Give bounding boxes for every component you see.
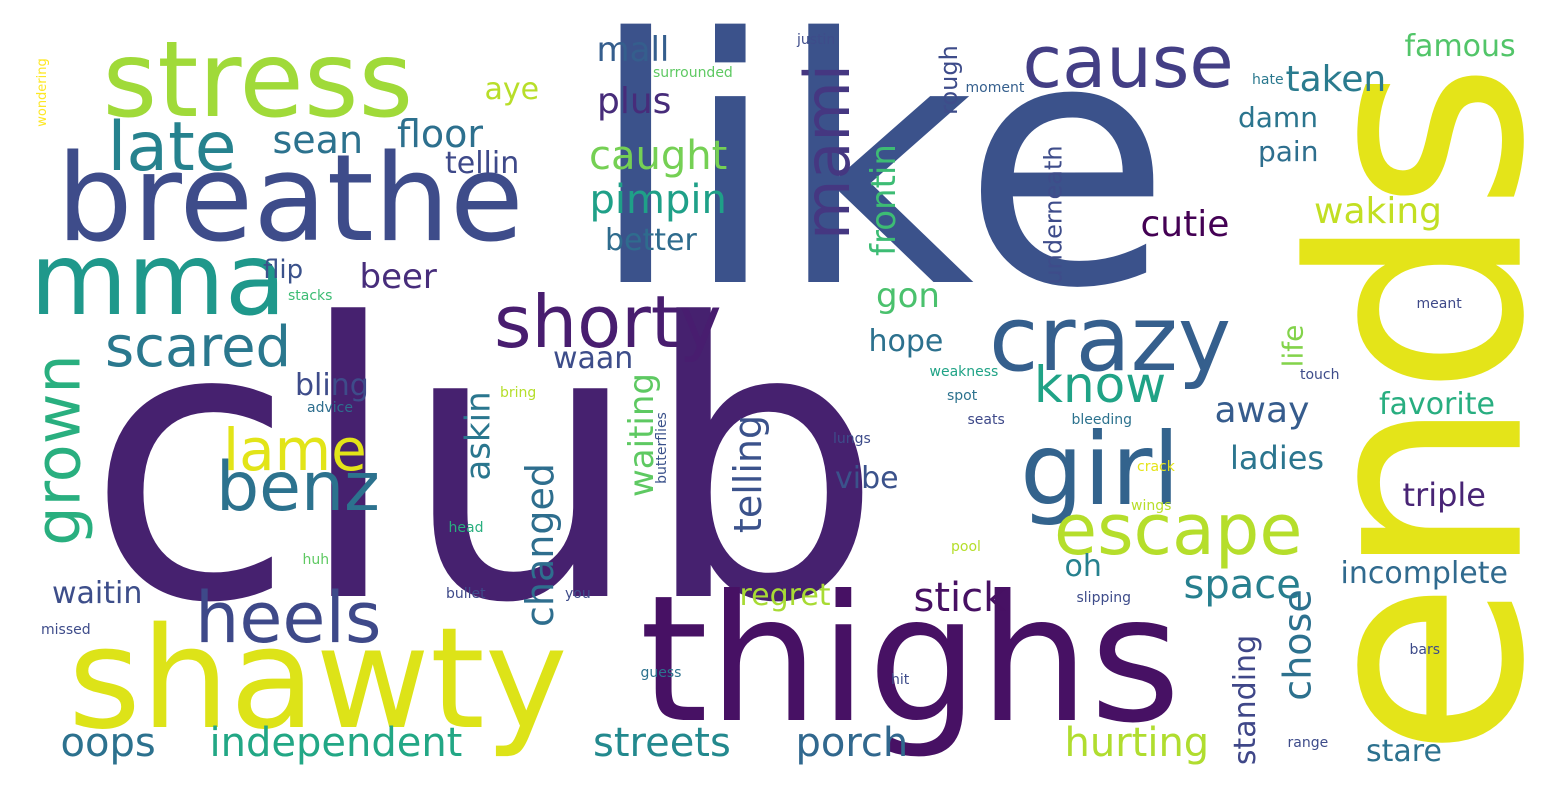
word-streets: streets: [593, 720, 731, 766]
word-lungs: lungs: [833, 431, 871, 447]
word-escape: escape: [1054, 489, 1303, 571]
word-better: better: [605, 223, 697, 258]
word-mall: mall: [596, 30, 670, 70]
word-stress: stress: [102, 18, 414, 141]
word-regret: regret: [739, 578, 831, 613]
word-cause: cause: [1022, 20, 1234, 104]
word-scared: scared: [105, 315, 292, 380]
word-taken: taken: [1285, 59, 1387, 100]
word-underneath: underneath: [1039, 145, 1068, 285]
word-famous: famous: [1404, 29, 1516, 64]
word-beer: beer: [359, 257, 437, 297]
word-mma: mma: [30, 221, 287, 338]
word-independent: independent: [209, 720, 463, 766]
word-crack: crack: [1137, 459, 1175, 475]
word-hate: hate: [1252, 72, 1284, 88]
word-head: head: [448, 520, 484, 536]
word-advice: advice: [307, 400, 353, 416]
word-heels: heels: [195, 577, 382, 659]
word-frontin: frontin: [863, 144, 904, 256]
word-vibe: vibe: [835, 461, 899, 496]
word-gon: gon: [876, 276, 940, 316]
word-like: like: [588, 0, 1172, 363]
word-justin: justin: [797, 32, 836, 48]
word-missed: missed: [41, 622, 91, 638]
word-incomplete: incomplete: [1340, 556, 1508, 591]
word-spot: spot: [947, 388, 978, 404]
word-away: away: [1214, 390, 1310, 431]
word-huh: huh: [302, 552, 330, 568]
word-tellin: tellin: [445, 146, 520, 181]
word-mami: mami: [791, 63, 865, 241]
word-bars: bars: [1409, 642, 1441, 658]
word-rough: rough: [934, 45, 963, 115]
word-triple: triple: [1402, 476, 1486, 514]
word-waking: waking: [1314, 191, 1443, 232]
word-lame: lame: [223, 416, 367, 484]
word-range: range: [1287, 735, 1329, 751]
word-stacks: stacks: [288, 288, 333, 304]
word-pool: pool: [951, 539, 981, 555]
word-breathe: breathe: [56, 130, 524, 269]
word-sean: sean: [272, 118, 364, 162]
word-thighs: thighs: [639, 558, 1181, 762]
word-bring: bring: [500, 385, 537, 401]
word-waitin: waitin: [52, 576, 143, 611]
word-butterflies: butterflies: [653, 412, 670, 484]
word-club: club: [86, 243, 884, 686]
word-caught: caught: [589, 133, 728, 179]
word-favorite: favorite: [1379, 387, 1495, 422]
word-seats: seats: [967, 412, 1005, 428]
word-damn: damn: [1238, 101, 1318, 134]
word-weakness: weakness: [929, 364, 999, 380]
word-floor: floor: [397, 112, 484, 156]
word-askin: askin: [458, 391, 499, 481]
word-wondering: wondering: [34, 57, 50, 127]
word-girl: girl: [1020, 411, 1181, 528]
word-life: life: [1275, 324, 1309, 368]
word-telling: telling: [726, 414, 771, 534]
word-space: space: [1183, 562, 1301, 608]
word-oops: oops: [60, 720, 156, 766]
word-surrounded: surrounded: [653, 65, 733, 81]
word-hurting: hurting: [1064, 720, 1210, 766]
word-crazy: crazy: [989, 287, 1232, 392]
word-slipping: slipping: [1076, 590, 1132, 606]
word-benz: benz: [216, 448, 380, 527]
word-grown: grown: [21, 354, 95, 546]
word-you: you: [565, 586, 591, 602]
word-meant: meant: [1416, 296, 1462, 312]
word-stick: stick: [913, 575, 1007, 621]
word-guess: guess: [640, 665, 682, 681]
word-moment: moment: [965, 80, 1025, 96]
word-know: know: [1034, 356, 1167, 414]
word-bleeding: bleeding: [1071, 412, 1133, 428]
word-shorty: shorty: [494, 280, 722, 364]
word-hit: hit: [891, 672, 910, 688]
word-cutie: cutie: [1140, 204, 1230, 245]
word-porch: porch: [795, 720, 909, 766]
word-chose: chose: [1275, 589, 1320, 701]
word-touch: touch: [1300, 367, 1340, 383]
word-stare: stare: [1366, 734, 1442, 769]
word-aye: aye: [484, 72, 540, 107]
word-pimpin: pimpin: [589, 177, 727, 223]
word-oh: oh: [1064, 549, 1102, 584]
word-waan: waan: [553, 341, 634, 376]
word-pain: pain: [1258, 135, 1319, 168]
word-bullet: bullet: [446, 586, 486, 602]
word-plus: plus: [597, 81, 672, 122]
word-flip: flip: [263, 255, 304, 285]
word-late: late: [107, 108, 237, 187]
word-changed: changed: [517, 463, 562, 627]
word-standing: standing: [1228, 634, 1264, 766]
word-bling: bling: [295, 368, 369, 403]
word-shawty: shawty: [68, 598, 568, 761]
word-hope: hope: [868, 324, 944, 359]
word-ladies: ladies: [1230, 439, 1325, 477]
word-wings: wings: [1131, 498, 1172, 514]
